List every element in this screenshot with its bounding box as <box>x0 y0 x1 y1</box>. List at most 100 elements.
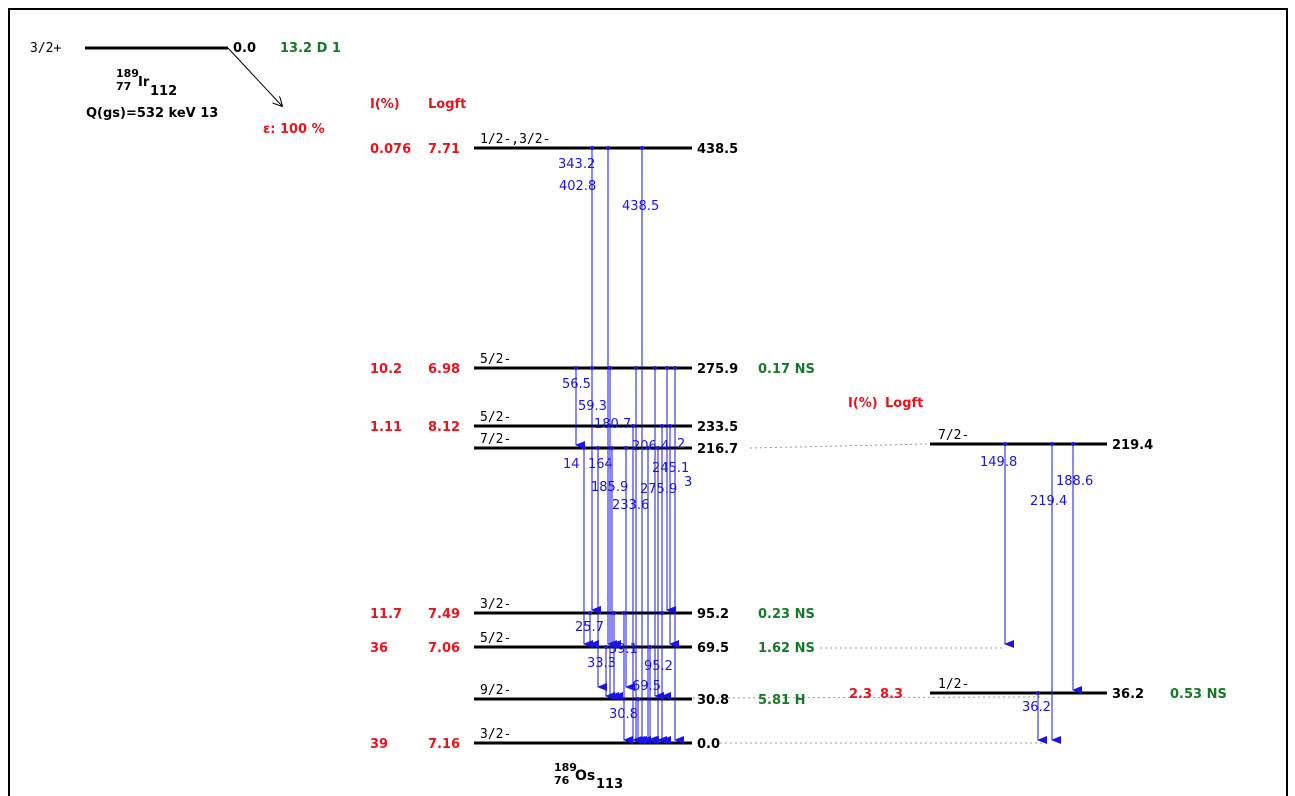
level-spin: 9/2- <box>480 683 511 698</box>
gamma-label: 164 <box>588 457 613 472</box>
gamma-origin <box>673 366 677 370</box>
parent-halflife: 13.2 D 1 <box>280 41 341 56</box>
gamma-origin <box>668 424 672 428</box>
level-halflife: 0.17 NS <box>758 362 815 377</box>
gamma-label: 185.9 <box>591 480 628 495</box>
level-spin: 7/2- <box>480 432 511 447</box>
gamma-origin <box>631 424 635 428</box>
level-halflife: 1.62 NS <box>758 641 815 656</box>
parent-qvalue: Q(gs)=532 keV 13 <box>86 106 218 121</box>
gamma-origin <box>582 446 586 450</box>
level-energy: 216.7 <box>697 442 738 457</box>
daughter-z: 76 <box>554 774 570 787</box>
connector-lines <box>687 443 1050 744</box>
header-intensity: I(%) <box>370 97 400 112</box>
parent-mass: 189 <box>116 67 139 80</box>
gamma-label: 36.2 <box>1022 700 1051 715</box>
gamma-origin <box>596 446 600 450</box>
level-energy: 275.9 <box>697 362 738 377</box>
gamma-label: 30.8 <box>609 707 638 722</box>
side-level-219.4: 7/2- 219.4 <box>930 428 1153 453</box>
parent-spin: 3/2+ <box>30 41 61 56</box>
gamma-label: 402.8 <box>559 179 596 194</box>
gamma-origin <box>608 366 612 370</box>
gamma-origin <box>640 146 644 150</box>
gamma-label: 149.8 <box>980 455 1017 470</box>
gamma-origin <box>646 446 650 450</box>
level-spin: 3/2- <box>480 597 511 612</box>
level-energy: 30.8 <box>697 693 729 708</box>
gamma-label: 206.4 <box>632 439 669 454</box>
gamma-label: 275.9 <box>640 482 677 497</box>
daughter-n: 113 <box>596 777 623 792</box>
header-logft: Logft <box>428 97 466 112</box>
level-233.5: 5/2- 233.5 1.11 8.12 <box>370 410 738 435</box>
connector-30-36 <box>687 696 1041 699</box>
gamma-label: 438.5 <box>622 199 659 214</box>
gamma-origin <box>656 446 660 450</box>
gamma-label: 69.5 <box>632 679 661 694</box>
side-header-logft: Logft <box>885 396 923 411</box>
level-logft: 6.98 <box>428 362 460 377</box>
gamma-label: 343.2 <box>558 157 595 172</box>
main-levels: 1/2-,3/2- 438.5 0.076 7.71 5/2- 275.9 10.2 6.98… <box>370 132 815 752</box>
gamma-origin <box>590 366 594 370</box>
level-216.7: 7/2- 216.7 <box>474 432 738 457</box>
level-intensity: 39 <box>370 737 388 752</box>
parent-energy: 0.0 <box>233 41 256 56</box>
gamma-label: 59.3 <box>578 399 607 414</box>
daughter-block: 189 76 Os 113 <box>554 761 623 792</box>
gamma-origin <box>1003 442 1007 446</box>
gamma-label: 95.2 <box>644 659 673 674</box>
level-logft: 7.49 <box>428 607 460 622</box>
level-energy: 219.4 <box>1112 438 1153 453</box>
gamma-origin <box>1036 691 1040 695</box>
level-spin: 1/2- <box>938 677 969 692</box>
level-energy: 233.5 <box>697 420 738 435</box>
level-spin: 5/2- <box>480 631 511 646</box>
side-header-intensity: I(%) <box>848 396 878 411</box>
level-0.0: 3/2- 0.0 39 7.16 <box>370 727 720 752</box>
gamma-label: 245.1 <box>652 461 689 476</box>
parent-block: 3/2+ 0.0 13.2 D 1 189 77 Ir 112 Q(gs)=53… <box>30 41 341 137</box>
level-spin: 1/2-,3/2- <box>480 132 550 147</box>
gamma-origin <box>604 645 608 649</box>
level-spin: 7/2- <box>938 428 969 443</box>
gamma-label: 233.6 <box>612 498 649 513</box>
gamma-origin <box>610 446 614 450</box>
level-logft: 7.71 <box>428 142 460 157</box>
level-intensity: 10.2 <box>370 362 402 377</box>
level-438.5: 1/2-,3/2- 438.5 0.076 7.71 <box>370 132 738 157</box>
gamma-origin <box>660 611 664 615</box>
parent-symbol: Ir <box>138 75 150 90</box>
gamma-transitions <box>574 146 1082 744</box>
gamma-origin <box>588 611 592 615</box>
gamma-label: 2 <box>677 437 685 452</box>
gamma-label: 59.1 <box>609 642 638 657</box>
level-halflife: 0.23 NS <box>758 607 815 622</box>
gamma-origin <box>606 146 610 150</box>
gamma-origin <box>622 611 626 615</box>
gamma-origin <box>1071 442 1075 446</box>
diagram-frame <box>8 8 1288 796</box>
gamma-origin <box>590 146 594 150</box>
decay-mode: ε: 100 % <box>263 122 325 137</box>
gamma-label: 188.6 <box>1056 474 1093 489</box>
level-intensity: 2.3 <box>849 687 872 702</box>
gamma-origin <box>660 424 664 428</box>
level-intensity: 1.11 <box>370 420 402 435</box>
gamma-origin <box>634 366 638 370</box>
gamma-label: 14 <box>563 457 580 472</box>
level-intensity: 36 <box>370 641 388 656</box>
level-spin: 5/2- <box>480 352 511 367</box>
level-energy: 438.5 <box>697 142 738 157</box>
daughter-symbol: Os <box>575 768 595 784</box>
gamma-origin <box>648 645 652 649</box>
level-energy: 69.5 <box>697 641 729 656</box>
level-intensity: 11.7 <box>370 607 402 622</box>
side-level-36.2: 1/2- 36.2 2.3 8.3 0.53 NS <box>849 677 1227 702</box>
level-logft: 7.16 <box>428 737 460 752</box>
level-intensity: 0.076 <box>370 142 411 157</box>
parent-n: 112 <box>150 84 177 99</box>
